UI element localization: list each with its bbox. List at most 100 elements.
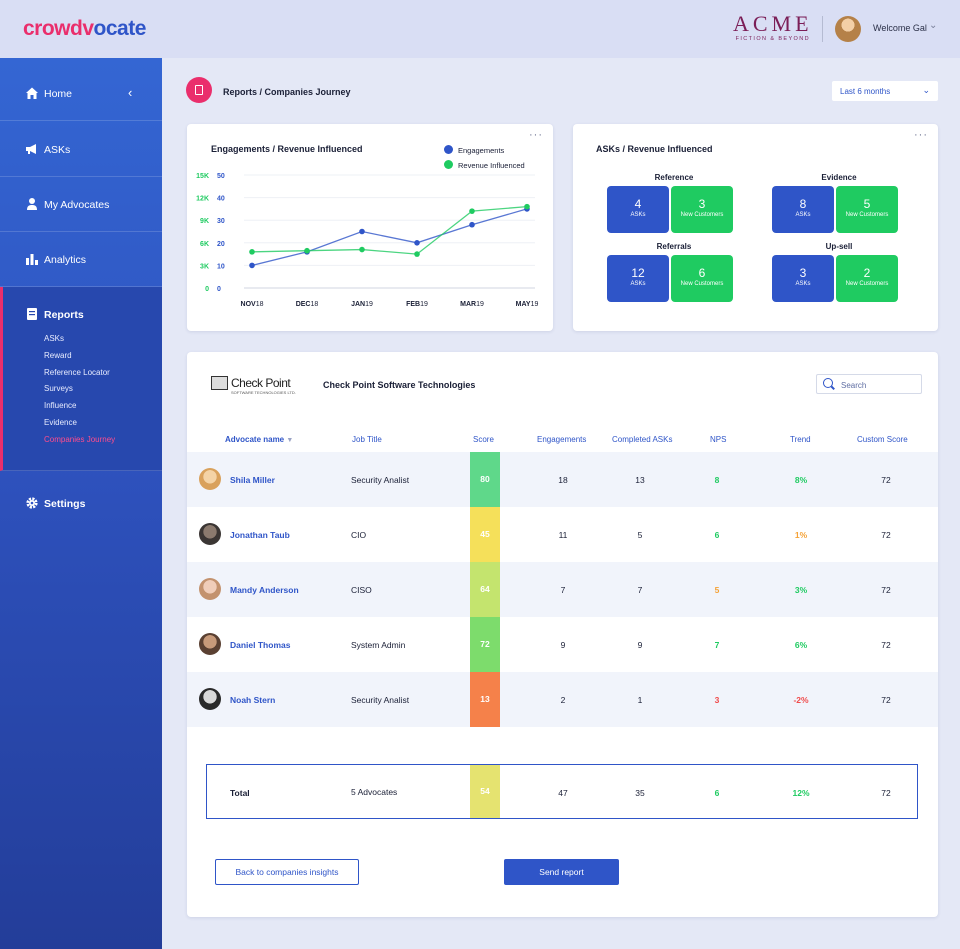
table-row[interactable]: Noah Stern Security Analist 13 2 1 3 -2% 72 xyxy=(187,672,938,727)
advocate-name[interactable]: Shila Miller xyxy=(230,475,275,485)
avatar xyxy=(199,468,221,490)
column-header-score[interactable]: Score xyxy=(473,435,494,444)
sidebar-item-settings[interactable]: Settings xyxy=(0,476,162,531)
line-chart: 0 0 3K 10 6K 20 9K 30 12K 40 15K 50 NOV18 DEC18 JAN19 F… xyxy=(196,173,539,308)
y-right-tick-label: 20 xyxy=(217,241,225,248)
company-logo-text: Check Point xyxy=(231,376,291,390)
sidebar-subitem-surveys[interactable]: Surveys xyxy=(44,384,73,393)
up-sell-customers-box[interactable]: 2 New Customers xyxy=(836,255,898,302)
reference-asks-box[interactable]: 4 ASKs xyxy=(607,186,669,233)
brand-name: ACME xyxy=(733,11,813,36)
sidebar-item-home[interactable]: Home ‹ xyxy=(0,66,162,121)
score-cell: 80 xyxy=(470,452,500,507)
y-left-tick-label: 9K xyxy=(200,218,209,225)
x-tick-label: JAN19 xyxy=(351,301,373,308)
sidebar-subitem-reference-locator[interactable]: Reference Locator xyxy=(44,368,110,377)
chevron-down-icon[interactable]: ⌄ xyxy=(929,20,938,31)
acme-brand-logo: ACME FICTION & BEYOND xyxy=(733,11,813,43)
table-row[interactable]: Mandy Anderson CISO 64 7 7 5 3% 72 xyxy=(187,562,938,617)
customers-count: 2 xyxy=(863,266,871,280)
total-advocates: 5 Advocates xyxy=(351,787,398,797)
sidebar-subitem-evidence[interactable]: Evidence xyxy=(44,418,77,427)
more-options-icon[interactable]: ··· xyxy=(529,129,543,141)
data-point xyxy=(359,228,365,235)
sidebar-item-asks[interactable]: ASKs xyxy=(0,122,162,177)
legend-label: Revenue Influenced xyxy=(458,161,525,170)
sidebar-item-analytics[interactable]: Analytics xyxy=(0,232,162,287)
score-cell: 64 xyxy=(470,562,500,617)
sidebar-item-label: Reports xyxy=(44,309,84,321)
job-title: Security Analist xyxy=(351,475,410,485)
column-header-completed-asks[interactable]: Completed ASKs xyxy=(612,435,673,444)
score-cell: 45 xyxy=(470,507,500,562)
evidence-asks-box[interactable]: 8 ASKs xyxy=(772,186,834,233)
sidebar-item-reports[interactable]: Reports ASKs Reward Reference Locator Su… xyxy=(0,287,162,471)
column-header-engagements[interactable]: Engagements xyxy=(537,435,587,444)
sidebar: Home ‹ ASKs My Advocates Analytics Repor… xyxy=(0,58,162,949)
avatar xyxy=(199,633,221,655)
column-header-advocate-name[interactable]: Advocate name ▼ xyxy=(225,435,294,444)
score-cell: 13 xyxy=(470,672,500,727)
table-row[interactable]: Daniel Thomas System Admin 72 9 9 7 6% 72 xyxy=(187,617,938,672)
sidebar-subitem-influence[interactable]: Influence xyxy=(44,401,77,410)
user-avatar[interactable] xyxy=(835,16,861,42)
period-select[interactable]: Last 6 months ⌄ xyxy=(832,81,938,101)
avatar xyxy=(199,578,221,600)
more-options-icon[interactable]: ··· xyxy=(914,129,928,141)
table-row[interactable]: Shila Miller Security Analist 80 18 13 8 8% 72 xyxy=(187,452,938,507)
collapse-sidebar-icon[interactable]: ‹ xyxy=(128,85,133,100)
advocate-name[interactable]: Noah Stern xyxy=(230,695,276,705)
y-right-tick-label: 40 xyxy=(217,196,225,203)
y-left-tick-label: 0 xyxy=(205,286,209,293)
job-title: Security Analist xyxy=(351,695,410,705)
x-tick-label: FEB19 xyxy=(406,301,428,308)
advocate-name[interactable]: Mandy Anderson xyxy=(230,585,299,595)
company-logo: Check Point SOFTWARE TECHNOLOGIES LTD. xyxy=(211,376,301,396)
up-sell-asks-box[interactable]: 3 ASKs xyxy=(772,255,834,302)
crowdvocate-logo[interactable]: crowdvocate xyxy=(23,17,146,40)
chevron-down-icon: ⌄ xyxy=(922,85,930,95)
back-to-companies-insights-button[interactable]: Back to companies insights xyxy=(215,859,359,885)
gear-icon xyxy=(26,497,38,509)
evidence-customers-box[interactable]: 5 New Customers xyxy=(836,186,898,233)
page-title: Reports / Companies Journey xyxy=(223,87,351,97)
total-score-cell: 54 xyxy=(470,765,500,818)
sidebar-subitem-reward[interactable]: Reward xyxy=(44,351,72,360)
column-header-job-title[interactable]: Job Title xyxy=(352,435,382,444)
sidebar-subitem-companies-journey[interactable]: Companies Journey xyxy=(44,435,116,444)
column-header-custom-score[interactable]: Custom Score xyxy=(857,435,908,444)
legend-marker xyxy=(444,160,453,169)
customers-label: New Customers xyxy=(845,281,889,287)
sidebar-item-my-advocates[interactable]: My Advocates xyxy=(0,177,162,232)
column-header-nps[interactable]: NPS xyxy=(710,435,727,444)
search-box[interactable] xyxy=(816,374,922,394)
data-point xyxy=(249,249,255,255)
company-logo-subtext: SOFTWARE TECHNOLOGIES LTD. xyxy=(231,390,296,395)
brand-tagline: FICTION & BEYOND xyxy=(735,36,810,42)
y-right-tick-label: 50 xyxy=(217,173,225,180)
asks-label: ASKs xyxy=(795,212,811,218)
advocate-name[interactable]: Daniel Thomas xyxy=(230,640,291,650)
sidebar-subitem-asks[interactable]: ASKs xyxy=(44,334,65,343)
send-report-button[interactable]: Send report xyxy=(504,859,619,885)
y-right-tick-label: 30 xyxy=(217,218,225,225)
x-tick-label: MAY19 xyxy=(516,301,539,308)
advocate-name[interactable]: Jonathan Taub xyxy=(230,530,290,540)
table-row[interactable]: Jonathan Taub CIO 45 11 5 6 1% 72 xyxy=(187,507,938,562)
asks-revenue-card: ··· ASKs / Revenue Influenced Reference … xyxy=(573,124,938,331)
customers-label: New Customers xyxy=(680,281,724,287)
header-divider xyxy=(822,16,823,42)
avatar xyxy=(199,523,221,545)
search-input[interactable] xyxy=(841,379,919,391)
customers-label: New Customers xyxy=(845,212,889,218)
asks-label: ASKs xyxy=(795,281,811,287)
column-header-trend[interactable]: Trend xyxy=(790,435,811,444)
y-right-tick-label: 0 xyxy=(217,286,221,293)
job-title: CISO xyxy=(351,585,372,595)
sidebar-item-label: My Advocates xyxy=(44,199,110,211)
welcome-text[interactable]: Welcome Gal xyxy=(873,23,927,33)
reference-customers-box[interactable]: 3 New Customers xyxy=(671,186,733,233)
sidebar-item-label: Home xyxy=(44,88,73,100)
referrals-asks-box[interactable]: 12 ASKs xyxy=(607,255,669,302)
referrals-customers-box[interactable]: 6 New Customers xyxy=(671,255,733,302)
